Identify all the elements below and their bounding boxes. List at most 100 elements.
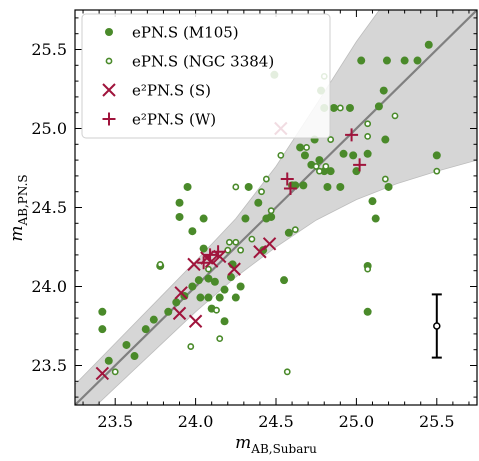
legend-marker-open-circle bbox=[105, 57, 113, 65]
m105-point bbox=[413, 56, 422, 65]
y-tick-label: 23.5 bbox=[31, 356, 67, 375]
x-tick-label: 24.0 bbox=[178, 412, 214, 431]
e2pns-s-point bbox=[204, 254, 219, 268]
y-tick-label: 25.0 bbox=[31, 119, 67, 138]
ngc3384-point bbox=[381, 175, 389, 183]
m105-point bbox=[220, 317, 229, 326]
m105-point bbox=[149, 315, 158, 324]
e2pns-w-point bbox=[197, 256, 211, 270]
m105-point bbox=[326, 167, 335, 176]
ngc3384-point bbox=[205, 265, 212, 273]
ngc3384-point bbox=[391, 112, 399, 120]
m105-point bbox=[130, 352, 139, 361]
data-marks bbox=[95, 40, 441, 381]
m105-point bbox=[104, 356, 113, 365]
m105-point bbox=[329, 103, 338, 112]
m105-point bbox=[141, 325, 150, 334]
ngc3384-point bbox=[364, 132, 372, 140]
ngc3384-point bbox=[111, 368, 119, 376]
y-tick-label: 24.5 bbox=[31, 198, 67, 217]
legend-label: ePN.S (NGC 3384) bbox=[132, 53, 274, 71]
m105-point bbox=[122, 340, 131, 349]
legend-box bbox=[81, 13, 331, 139]
m105-point bbox=[231, 293, 240, 302]
m105-point bbox=[349, 151, 358, 160]
m105-point bbox=[379, 86, 388, 95]
ngc3384-point bbox=[216, 335, 224, 343]
ngc3384-point bbox=[187, 343, 195, 350]
e2pns-w-point bbox=[203, 248, 217, 262]
ngc3384-point bbox=[364, 265, 372, 273]
m105-point bbox=[175, 212, 184, 221]
y-tick-label: 24.0 bbox=[31, 277, 67, 296]
x-tick-label: 24.5 bbox=[258, 412, 294, 431]
x-axis-label: mAB,Subaru bbox=[235, 433, 317, 456]
m105-point bbox=[244, 182, 253, 191]
m105-point bbox=[220, 285, 229, 294]
ngc3384-point bbox=[224, 246, 232, 254]
ngc3384-point bbox=[262, 175, 270, 183]
m105-point bbox=[381, 135, 390, 144]
e2pns-s-point bbox=[227, 262, 241, 276]
legend-label: e²PN.S (S) bbox=[132, 82, 211, 100]
e2pns-w-point bbox=[353, 158, 367, 172]
m105-point bbox=[371, 214, 380, 223]
m105-point bbox=[345, 103, 354, 112]
m105-point bbox=[210, 277, 219, 286]
ngc3384-point bbox=[232, 183, 240, 191]
x-tick-label: 23.5 bbox=[97, 412, 133, 431]
x-tick-label: 25.5 bbox=[419, 412, 455, 431]
m105-point bbox=[241, 214, 250, 223]
m105-point bbox=[299, 181, 308, 190]
ngc3384-point bbox=[291, 226, 299, 234]
m105-point bbox=[204, 293, 213, 302]
axis-ticks: 23.5 24.0 24.5 25.0 25.5 23.5 24.0 24.5 25.0 25.5 bbox=[31, 10, 477, 431]
m105-point bbox=[400, 56, 409, 65]
ngc3384-point bbox=[433, 167, 441, 175]
m105-point bbox=[352, 167, 361, 176]
m105-point bbox=[280, 276, 289, 285]
e2pns-s-point bbox=[188, 314, 203, 328]
plot-frame bbox=[74, 9, 478, 406]
ngc3384-point bbox=[267, 207, 275, 215]
e2pns-s-point bbox=[174, 286, 188, 300]
e2pns-w-point bbox=[211, 245, 225, 259]
legend-label: ePN.S (M105) bbox=[132, 24, 239, 42]
m105-point bbox=[172, 298, 181, 307]
m105-point bbox=[199, 244, 208, 253]
e2pns-w-point bbox=[280, 172, 294, 186]
m105-point bbox=[284, 228, 293, 237]
m105-point bbox=[183, 182, 192, 191]
e2pns-s-point bbox=[95, 366, 110, 381]
m105-point bbox=[339, 149, 348, 158]
ngc3384-point bbox=[322, 163, 330, 170]
m105-point bbox=[357, 56, 366, 65]
ngc3384-point bbox=[316, 167, 323, 175]
identity-line bbox=[75, 10, 477, 405]
x-tick-label: 25.0 bbox=[339, 412, 375, 431]
ngc3384-point bbox=[277, 151, 285, 159]
m105-point bbox=[291, 181, 300, 190]
m105-point bbox=[215, 293, 224, 302]
legend-marker-x bbox=[102, 83, 116, 97]
ngc3384-point bbox=[327, 136, 335, 143]
e2pns-s-point bbox=[187, 257, 201, 272]
m105-point bbox=[315, 156, 324, 165]
legend-marker-plus bbox=[102, 112, 116, 126]
ngc3384-point bbox=[232, 238, 240, 246]
e2pns-s-point bbox=[253, 245, 267, 259]
ngc3384-point bbox=[258, 188, 265, 196]
ngc3384-point bbox=[364, 120, 372, 128]
error-bar-center bbox=[433, 322, 441, 330]
m105-point bbox=[98, 325, 107, 334]
m105-point bbox=[374, 102, 383, 111]
m105-point bbox=[267, 212, 276, 221]
legend: ePN.S (M105) ePN.S (NGC 3384) e²PN.S (S) e²… bbox=[81, 13, 331, 139]
m105-point bbox=[204, 274, 213, 283]
m105-point bbox=[300, 151, 309, 160]
ngc3384-point bbox=[156, 260, 164, 268]
m105-point bbox=[188, 227, 197, 236]
m105-point bbox=[323, 182, 332, 191]
error-bar bbox=[431, 293, 442, 359]
